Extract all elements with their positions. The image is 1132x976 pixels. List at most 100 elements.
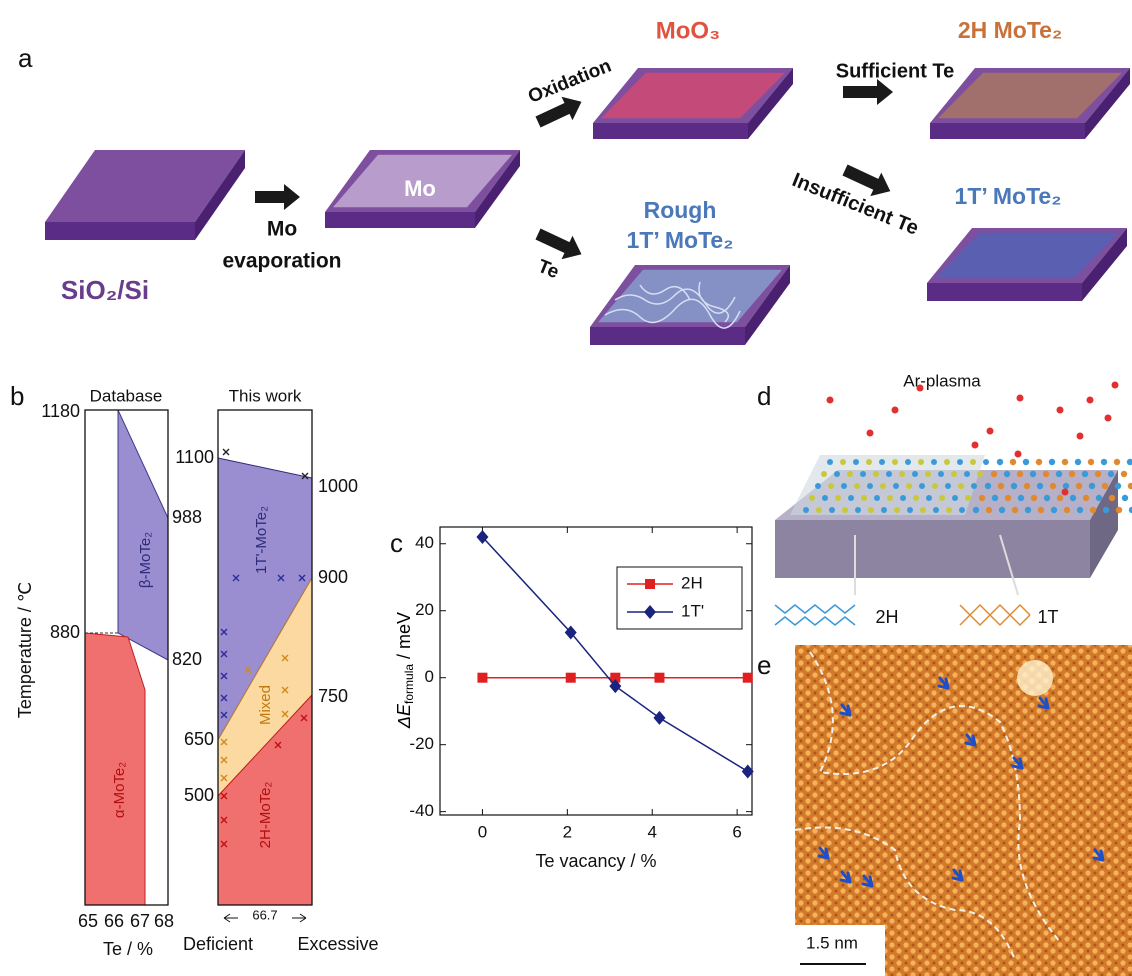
y-tick-label: 0: [425, 667, 434, 686]
panel-label: d: [757, 381, 771, 411]
atom: [835, 495, 841, 501]
plasma-ion: [1062, 489, 1069, 496]
sample-front: [775, 520, 1090, 578]
atom: [979, 495, 985, 501]
structure-1t: [960, 605, 1030, 625]
atom: [958, 483, 964, 489]
plasma-ion: [1105, 415, 1112, 422]
slab-front: [593, 123, 748, 139]
atom: [977, 471, 983, 477]
plasma-ion: [1077, 433, 1084, 440]
y-label-symbol: ΔE: [394, 703, 414, 729]
scale-bar-label: 1.5 nm: [806, 933, 858, 952]
slab-front: [45, 222, 195, 240]
legend-label: 2H: [681, 573, 703, 592]
atom: [906, 483, 912, 489]
atom: [827, 459, 833, 465]
atom: [847, 471, 853, 477]
atom: [841, 483, 847, 489]
atom: [809, 495, 815, 501]
atom: [992, 495, 998, 501]
panel-label: a: [18, 43, 33, 73]
atom: [913, 495, 919, 501]
phase-label: 1T: [1037, 607, 1058, 627]
atom: [1011, 483, 1017, 489]
atom: [944, 459, 950, 465]
arrow-shape: [843, 79, 893, 105]
atom: [816, 507, 822, 513]
atom: [815, 483, 821, 489]
atom: [803, 507, 809, 513]
legend-marker: [645, 579, 655, 589]
atom: [854, 483, 860, 489]
atom: [1122, 495, 1128, 501]
region-label: 1T'-MoTe₂: [253, 506, 270, 574]
atom: [912, 471, 918, 477]
region-label: Mixed: [257, 685, 274, 725]
plasma-ion: [827, 397, 834, 404]
atom: [1018, 495, 1024, 501]
phase-label: 2H: [875, 607, 898, 627]
panel-label: e: [757, 650, 771, 680]
atom: [1103, 507, 1109, 513]
atom: [932, 483, 938, 489]
x-tick-label: 67: [130, 911, 150, 931]
atom: [957, 459, 963, 465]
atom: [879, 459, 885, 465]
atom: [1057, 495, 1063, 501]
data-point: [743, 673, 753, 683]
plasma-ion: [917, 385, 924, 392]
atom: [828, 483, 834, 489]
atom: [997, 459, 1003, 465]
atom: [991, 471, 997, 477]
atom: [1031, 495, 1037, 501]
atom: [1108, 471, 1114, 477]
atom: [926, 495, 932, 501]
atom: [933, 507, 939, 513]
atom: [999, 507, 1005, 513]
atom: [887, 495, 893, 501]
atom: [1056, 471, 1062, 477]
atom: [873, 471, 879, 477]
step-label: Sufficient Te: [836, 60, 955, 82]
atom: [1036, 459, 1042, 465]
atom: [1043, 471, 1049, 477]
atom: [1064, 507, 1070, 513]
atom: [880, 483, 886, 489]
panel-label: c: [390, 528, 403, 558]
atom: [829, 507, 835, 513]
atom: [1083, 495, 1089, 501]
atom: [1128, 483, 1132, 489]
atom: [842, 507, 848, 513]
atom: [1095, 471, 1101, 477]
temperature-label: 750: [318, 686, 348, 706]
plasma-label: Ar-plasma: [903, 371, 981, 390]
atom: [1038, 507, 1044, 513]
substrate-label: SiO₂/Si: [61, 275, 149, 305]
atom: [1088, 459, 1094, 465]
x-axis-label: Te / %: [103, 939, 153, 959]
temperature-label: 500: [184, 785, 214, 805]
atom: [1063, 483, 1069, 489]
product-label: 2H MoTe₂: [958, 17, 1062, 43]
x-tick-label: 68: [154, 911, 174, 931]
atom: [1069, 471, 1075, 477]
substrate-slab: [590, 265, 790, 345]
atom: [1096, 495, 1102, 501]
atom: [1044, 495, 1050, 501]
product-label: Rough: [644, 197, 717, 223]
substrate-slab: [593, 68, 793, 139]
temperature-label: 988: [172, 507, 202, 527]
atom: [925, 471, 931, 477]
plasma-ion: [972, 442, 979, 449]
temperature-label: 820: [172, 649, 202, 669]
atom: [1090, 507, 1096, 513]
data-point: [477, 673, 487, 683]
temperature-label: 900: [318, 567, 348, 587]
atom: [1114, 459, 1120, 465]
slab-front: [930, 123, 1085, 139]
atom: [1101, 459, 1107, 465]
atom: [1127, 459, 1132, 465]
atom: [1116, 507, 1122, 513]
y-label-unit: / meV: [394, 612, 414, 664]
